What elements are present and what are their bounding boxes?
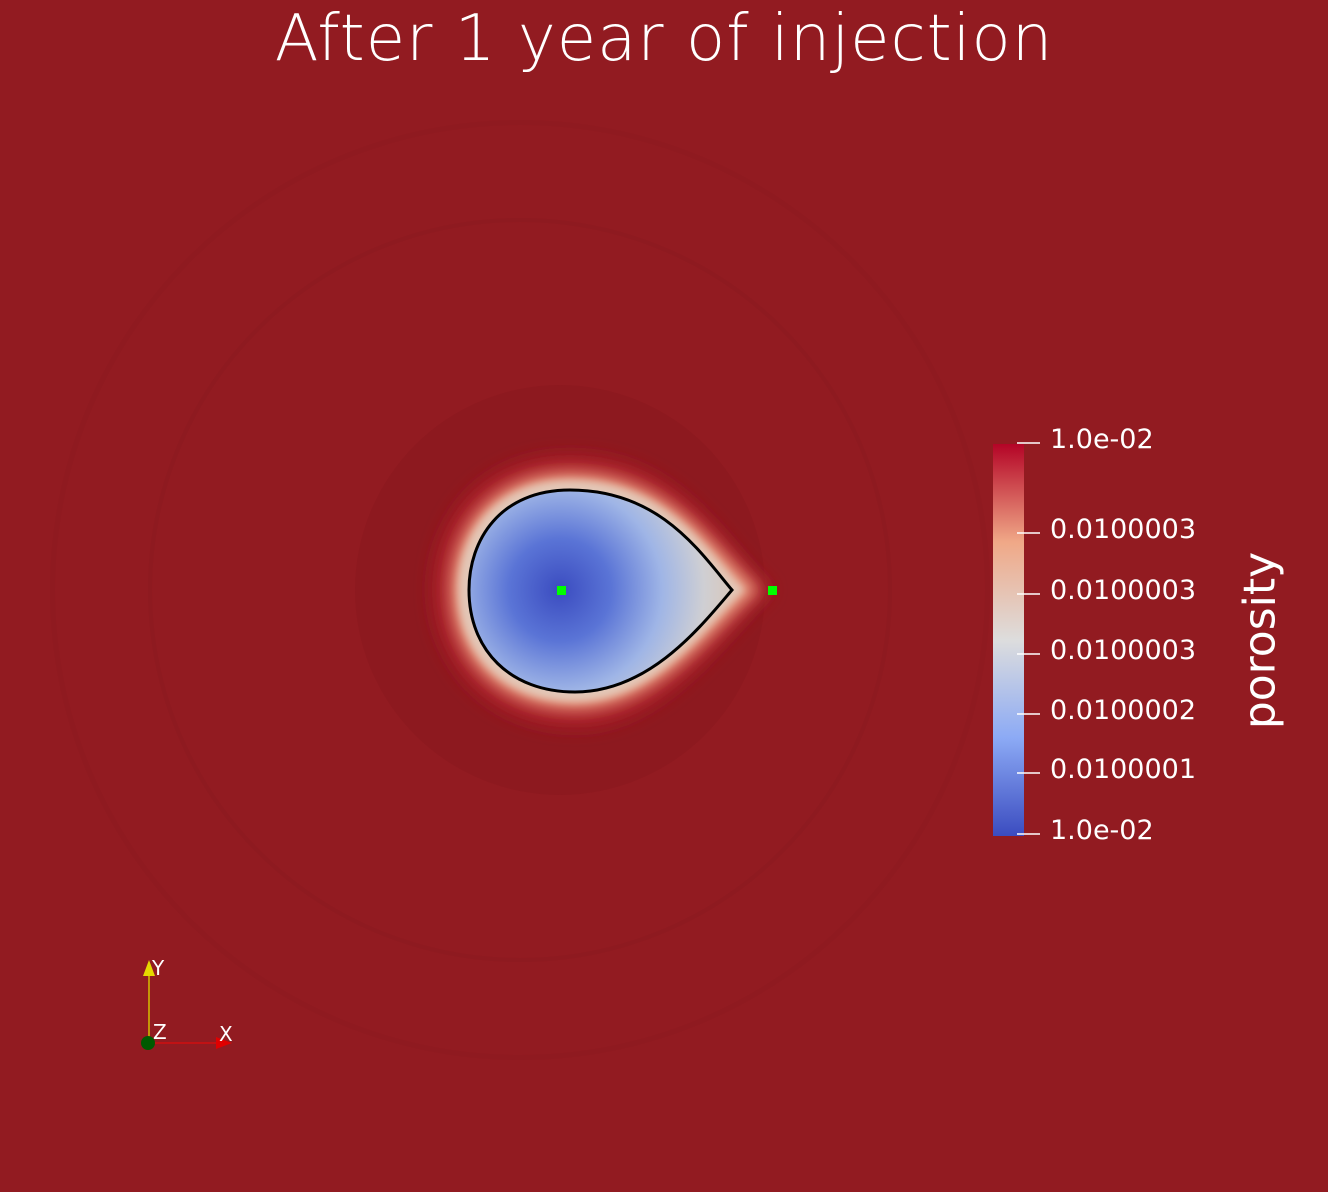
plume-contour[interactable]: [467, 488, 734, 694]
plot-title: After 1 year of injection: [274, 2, 1054, 76]
middle-ring: [148, 218, 892, 962]
y-axis-arrow-icon: [143, 960, 155, 976]
x-axis-label: X: [219, 1022, 233, 1046]
colorbar: [993, 444, 1024, 836]
colorbar-title: porosity: [1234, 551, 1286, 730]
colorbar-tick-label: 0.0100003: [1050, 635, 1197, 666]
injection-well-marker[interactable]: [557, 586, 566, 595]
y-axis-label: Y: [152, 956, 165, 980]
colorbar-tick-label: 0.0100003: [1050, 575, 1197, 606]
colorbar-tick-label: 1.0e-02: [1050, 815, 1154, 846]
z-axis-label: Z: [153, 1020, 167, 1044]
colorbar-tick-label: 0.0100001: [1050, 754, 1197, 785]
colorbar-tick-label: 1.0e-02: [1050, 424, 1154, 455]
observation-well-marker[interactable]: [768, 586, 777, 595]
x-axis-arrow-icon: [216, 1037, 232, 1049]
z-axis-dot-icon: [141, 1036, 155, 1050]
colorbar-tick-label: 0.0100003: [1050, 514, 1197, 545]
colorbar-tick-label: 0.0100002: [1050, 695, 1197, 726]
colorbar-ticks: [1017, 442, 1040, 835]
